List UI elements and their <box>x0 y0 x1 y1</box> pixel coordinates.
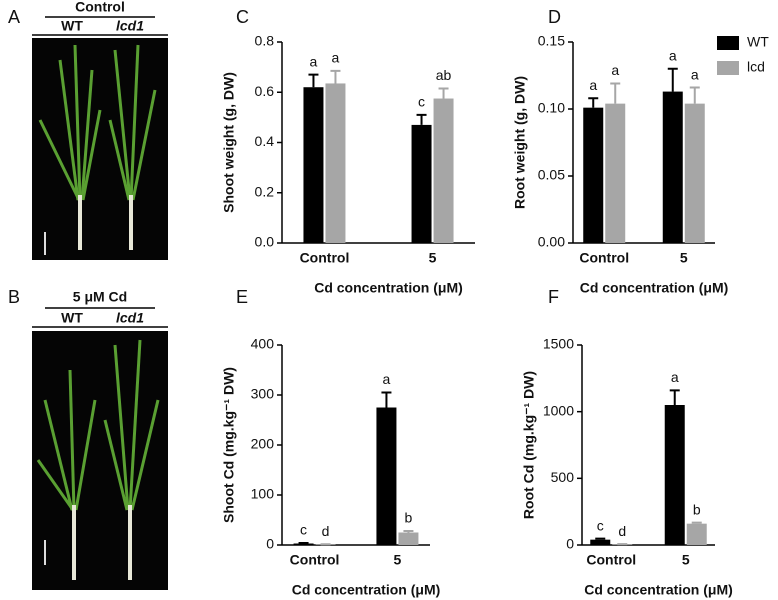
error-bar <box>403 530 414 533</box>
x-tick-label: Control <box>290 552 340 568</box>
y-tick-label: 0.2 <box>255 183 275 199</box>
y-axis-label: Shoot Cd (mg.kg⁻¹ DW) <box>221 367 237 523</box>
photo-label: WT <box>61 18 83 34</box>
bar <box>664 405 685 545</box>
y-tick-label: 100 <box>251 486 275 502</box>
y-axis-label: Root weight (g, DW) <box>512 76 528 209</box>
significance-letter: a <box>691 66 699 82</box>
photo-title: Control <box>75 0 125 15</box>
plant-photo <box>32 38 168 260</box>
error-bar <box>298 542 309 544</box>
y-tick-label: 1500 <box>543 336 574 352</box>
bar <box>433 98 454 243</box>
x-tick-label: 5 <box>394 552 402 568</box>
photo-label: WT <box>61 310 83 326</box>
panel-label: C <box>236 7 249 27</box>
bar <box>590 539 611 545</box>
panel-label: E <box>236 287 248 307</box>
error-bar <box>689 86 700 104</box>
y-tick-label: 0.4 <box>255 133 275 149</box>
y-tick-label: 0.6 <box>255 83 275 99</box>
y-tick-label: 200 <box>251 436 275 452</box>
y-axis-label: Shoot weight (g, DW) <box>221 72 237 213</box>
y-tick-label: 400 <box>251 336 275 352</box>
y-tick-label: 1000 <box>543 402 574 418</box>
bar <box>605 103 626 243</box>
panel-label: F <box>548 287 559 307</box>
bar <box>325 83 346 243</box>
x-tick-label: 5 <box>429 250 437 266</box>
significance-letter: c <box>418 94 425 110</box>
error-bar <box>669 389 680 405</box>
x-axis-label: Cd concentration (μM) <box>292 582 441 598</box>
photo-label: lcd1 <box>116 18 144 34</box>
y-tick-label: 0 <box>566 536 574 552</box>
panel-label: A <box>8 7 20 27</box>
bar <box>662 91 683 243</box>
significance-letter: a <box>383 371 391 387</box>
legend-label: WT <box>747 34 769 50</box>
y-axis-label: Root Cd (mg.kg⁻¹ DW) <box>521 371 537 519</box>
bar <box>303 87 324 243</box>
bar <box>376 407 397 545</box>
x-axis-label: Cd concentration (μM) <box>314 280 463 296</box>
y-tick-label: 0.0 <box>255 234 275 250</box>
y-tick-label: 0.05 <box>538 167 565 183</box>
significance-letter: a <box>310 53 318 69</box>
bar <box>398 532 419 545</box>
significance-letter: c <box>300 522 307 538</box>
error-bar <box>667 67 678 92</box>
significance-letter: b <box>693 501 701 517</box>
error-bar <box>330 69 341 84</box>
bar <box>411 124 432 243</box>
error-bar <box>691 521 702 524</box>
significance-letter: a <box>611 62 619 78</box>
significance-letter: c <box>597 517 604 533</box>
y-tick-label: 0.8 <box>255 33 275 49</box>
error-bar <box>438 87 449 99</box>
x-axis-label: Cd concentration (μM) <box>580 280 729 296</box>
x-axis-label: Cd concentration (μM) <box>584 582 733 598</box>
y-tick-label: 0.10 <box>538 100 565 116</box>
significance-letter: d <box>618 523 626 539</box>
y-tick-label: 0.00 <box>538 234 565 250</box>
photo-label: lcd1 <box>116 310 144 326</box>
bar <box>686 523 707 545</box>
significance-letter: a <box>669 48 677 64</box>
significance-letter: a <box>589 77 597 93</box>
error-bar <box>381 391 392 408</box>
x-tick-label: Control <box>300 250 350 266</box>
significance-letter: a <box>671 369 679 385</box>
legend-swatch <box>717 61 739 75</box>
panel-label: B <box>8 287 20 307</box>
photo-title: 5 μM Cd <box>73 289 127 305</box>
bar <box>293 543 314 545</box>
panel-label: D <box>548 7 561 27</box>
x-tick-label: 5 <box>680 250 688 266</box>
error-bar <box>308 73 319 88</box>
error-bar <box>416 113 427 125</box>
legend-label: lcd <box>747 59 765 75</box>
y-tick-label: 300 <box>251 386 275 402</box>
plant-photo <box>32 331 168 590</box>
bar <box>684 103 705 243</box>
x-tick-label: Control <box>586 552 636 568</box>
error-bar <box>595 537 606 540</box>
y-tick-label: 0 <box>266 536 274 552</box>
significance-letter: b <box>405 510 413 526</box>
y-tick-label: 0.15 <box>538 33 565 49</box>
error-bar <box>610 82 621 104</box>
bar <box>583 107 604 243</box>
x-tick-label: 5 <box>682 552 690 568</box>
legend-swatch <box>717 36 739 50</box>
x-tick-label: Control <box>579 250 629 266</box>
significance-letter: ab <box>436 67 452 83</box>
significance-letter: a <box>332 50 340 66</box>
y-tick-label: 500 <box>551 469 575 485</box>
error-bar <box>588 97 599 108</box>
significance-letter: d <box>322 523 330 539</box>
